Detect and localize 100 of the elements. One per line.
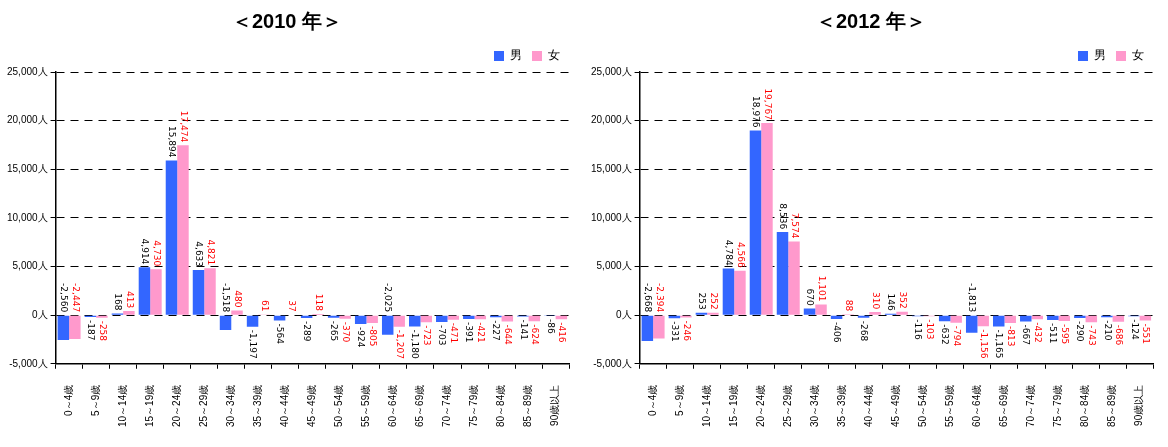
bar	[734, 270, 746, 315]
legend-label: 女	[548, 48, 560, 63]
y-tick-label: 0人	[32, 308, 48, 320]
data-label: -103	[924, 319, 935, 340]
bar	[965, 315, 978, 333]
bar	[447, 315, 459, 320]
x-tick-label: 40～44歳	[279, 384, 291, 427]
data-label: -1,165	[994, 329, 1005, 359]
y-tick-label: 20,000人	[6, 114, 48, 126]
x-tick-label: 30～34歳	[225, 384, 237, 427]
data-label: -187	[86, 319, 97, 341]
data-label: -86	[545, 318, 556, 334]
x-tick-label: 65～69歳	[414, 384, 426, 427]
bar	[219, 315, 232, 330]
data-label: -1,518	[221, 283, 232, 313]
x-tick-label: 30～34歳	[809, 384, 821, 427]
bar	[96, 315, 108, 318]
bar	[869, 312, 881, 315]
data-label: -924	[356, 327, 367, 348]
y-tick-label: 5,000人	[596, 260, 632, 272]
data-label: 4,566	[735, 241, 746, 268]
bar	[857, 315, 870, 318]
x-tick-label: 25～29歳	[198, 384, 209, 427]
y-tick-label: -5,000人	[9, 357, 48, 369]
data-label: -421	[475, 322, 486, 343]
bar	[393, 315, 405, 327]
x-tick-label: 55～59歳	[360, 384, 372, 427]
data-label: -227	[491, 320, 502, 341]
x-tick-label: 50～54歳	[917, 384, 929, 427]
data-label: -595	[1059, 323, 1070, 345]
data-label: -667	[1021, 324, 1032, 346]
x-tick-label: 5～9歳	[89, 384, 101, 416]
legend-label: 男	[1094, 48, 1106, 63]
bar	[231, 310, 243, 315]
bar	[420, 315, 432, 323]
data-label: -813	[1005, 326, 1016, 347]
bar	[1020, 315, 1032, 322]
data-label: -290	[1075, 320, 1086, 342]
y-tick-label: -5,000人	[593, 357, 632, 369]
data-label: 4,633	[194, 241, 205, 268]
data-label: 670	[805, 288, 816, 306]
data-label: 413	[124, 290, 135, 309]
x-tick-label: 20～24歳	[170, 384, 182, 427]
data-label: -471	[448, 322, 459, 344]
data-label: -331	[670, 321, 681, 342]
bar	[776, 232, 789, 315]
x-tick-label: 0～4歳	[646, 384, 658, 416]
data-label: -246	[681, 320, 692, 342]
data-label: 61	[259, 300, 270, 312]
x-tick-label: 75～79歳	[468, 384, 480, 427]
bar	[977, 315, 989, 327]
data-label: -2,560	[59, 283, 70, 313]
x-tick-label: 60～64歳	[971, 384, 983, 427]
data-label: -1,207	[394, 329, 405, 359]
legend-label: 女	[1132, 48, 1144, 63]
data-label: -1,813	[967, 283, 978, 313]
bar	[761, 122, 773, 315]
x-tick-label: 90歳以上	[549, 384, 561, 426]
data-label: -258	[97, 320, 108, 342]
bar	[123, 311, 135, 315]
x-tick-label: 35～39歳	[836, 384, 848, 427]
bar	[138, 267, 151, 315]
bar	[165, 160, 178, 315]
bar	[803, 308, 816, 315]
data-label: -632	[940, 324, 951, 345]
data-label: 7,574	[789, 212, 800, 239]
bar	[815, 304, 827, 315]
x-tick-label: 70～74歳	[1025, 384, 1037, 427]
data-label: 4,914	[140, 238, 151, 265]
data-label: -116	[913, 319, 924, 340]
bar	[653, 315, 665, 339]
data-label: 253	[697, 292, 708, 310]
bar	[463, 315, 475, 319]
bar	[950, 315, 962, 323]
x-tick-label: 20～24歳	[754, 384, 766, 427]
x-tick-label: 45～49歳	[890, 384, 902, 427]
data-label: -794	[951, 325, 962, 347]
y-tick-label: 15,000人	[590, 163, 632, 174]
legend-label: 男	[510, 48, 522, 63]
y-tick-label: 5,000人	[12, 260, 48, 272]
data-label: -210	[1102, 320, 1113, 341]
data-label: 4,821	[205, 239, 216, 266]
chart-title: ＜2010 年＞	[231, 9, 343, 32]
data-label: -289	[302, 320, 313, 342]
bar	[366, 315, 378, 323]
data-label: 352	[897, 291, 908, 309]
chart-title: ＜2012 年＞	[815, 9, 927, 32]
data-label: 1,101	[816, 275, 827, 302]
bar	[273, 315, 286, 321]
data-label: 15,894	[167, 126, 178, 158]
data-label: 8,536	[778, 203, 789, 230]
x-tick-label: 90歳以上	[1133, 384, 1145, 426]
x-tick-label: 75～79歳	[1052, 384, 1064, 427]
data-label: 168	[113, 293, 124, 311]
data-label: -265	[329, 320, 340, 342]
bar	[339, 315, 351, 319]
bar	[1047, 315, 1059, 321]
data-label: -2,668	[643, 283, 654, 313]
data-label: -2,394	[654, 283, 665, 313]
bar	[641, 315, 654, 342]
